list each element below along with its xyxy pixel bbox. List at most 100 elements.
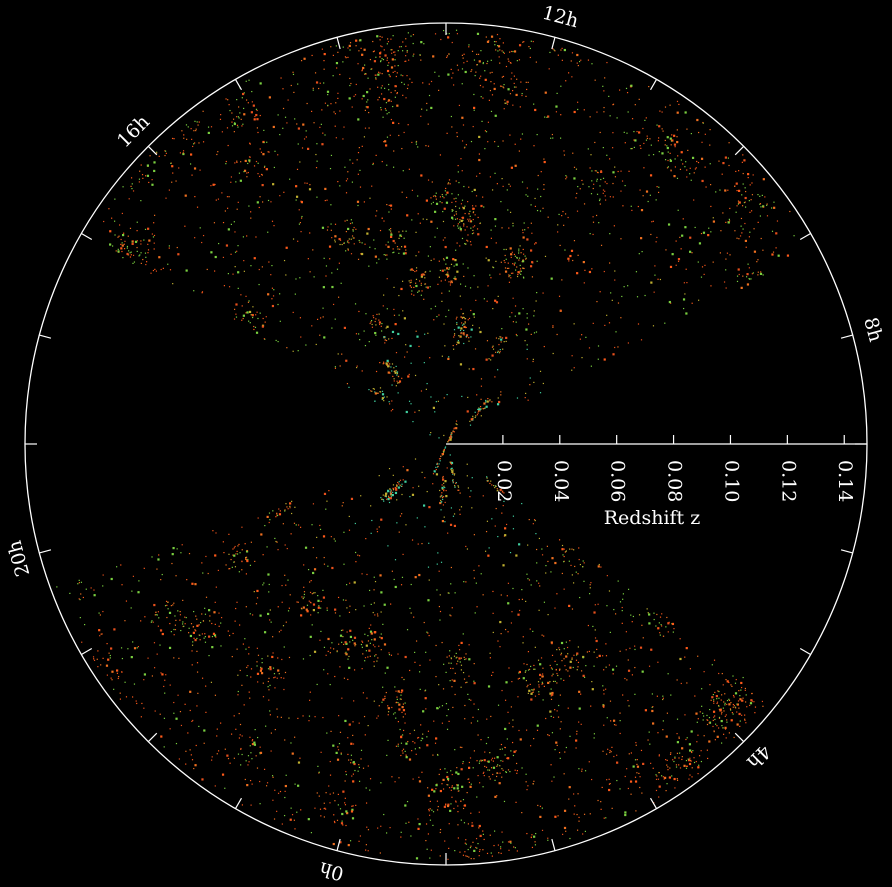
galaxy xyxy=(439,619,441,621)
galaxy xyxy=(100,664,102,666)
galaxy xyxy=(224,210,226,212)
galaxy xyxy=(453,198,455,200)
galaxy xyxy=(537,174,539,177)
galaxy xyxy=(497,351,499,354)
galaxy xyxy=(390,49,392,51)
galaxy xyxy=(503,108,505,110)
galaxy xyxy=(217,569,219,572)
galaxy xyxy=(285,274,287,276)
galaxy xyxy=(377,615,379,617)
galaxy xyxy=(263,631,267,634)
galaxy xyxy=(529,377,531,379)
galaxy xyxy=(379,323,381,326)
galaxy xyxy=(564,213,567,215)
galaxy xyxy=(675,264,677,266)
galaxy xyxy=(684,111,687,114)
galaxy xyxy=(276,708,278,710)
galaxy xyxy=(449,461,451,463)
galaxy xyxy=(452,344,454,347)
galaxy xyxy=(383,400,385,402)
galaxy xyxy=(444,480,447,483)
galaxy xyxy=(455,482,457,484)
galaxy xyxy=(442,477,444,479)
galaxy xyxy=(371,68,373,70)
galaxy xyxy=(575,168,578,170)
galaxy xyxy=(451,41,453,44)
galaxy xyxy=(555,105,558,108)
galaxy xyxy=(457,171,459,173)
galaxy xyxy=(473,750,475,752)
galaxy xyxy=(216,735,218,737)
galaxy xyxy=(345,810,348,813)
galaxy xyxy=(451,193,453,195)
galaxy xyxy=(386,203,388,206)
galaxy xyxy=(538,691,540,693)
galaxy xyxy=(575,197,577,199)
galaxy xyxy=(409,269,411,271)
galaxy xyxy=(448,32,450,35)
galaxy xyxy=(245,99,248,101)
galaxy xyxy=(140,252,142,254)
galaxy xyxy=(739,695,741,697)
galaxy xyxy=(357,118,360,121)
galaxy xyxy=(468,340,470,342)
galaxy xyxy=(558,213,560,216)
galaxy xyxy=(738,273,740,276)
galaxy xyxy=(401,483,403,485)
galaxy xyxy=(271,655,274,659)
galaxy xyxy=(140,164,142,166)
galaxy xyxy=(491,94,494,96)
galaxy xyxy=(606,575,608,577)
galaxy xyxy=(349,84,351,87)
galaxy xyxy=(457,837,459,839)
galaxy xyxy=(397,332,400,336)
galaxy xyxy=(592,322,594,324)
galaxy xyxy=(457,790,459,792)
galaxy xyxy=(614,176,617,178)
galaxy xyxy=(439,489,441,492)
galaxy xyxy=(259,669,263,672)
galaxy xyxy=(509,134,511,136)
galaxy xyxy=(236,601,238,603)
galaxy xyxy=(347,56,349,58)
galaxy xyxy=(267,655,269,657)
galaxy xyxy=(380,497,382,499)
galaxy xyxy=(448,847,450,849)
galaxy xyxy=(239,552,241,554)
galaxy xyxy=(750,278,752,280)
galaxy xyxy=(230,558,232,561)
galaxy xyxy=(490,480,492,482)
galaxy xyxy=(123,248,126,250)
galaxy xyxy=(603,693,605,695)
hour-tick xyxy=(39,549,52,554)
galaxy xyxy=(326,500,328,502)
galaxy xyxy=(471,822,473,824)
galaxy xyxy=(467,267,469,269)
galaxy xyxy=(410,35,412,37)
galaxy xyxy=(495,337,498,339)
galaxy xyxy=(183,137,185,139)
galaxy xyxy=(392,71,394,73)
galaxy xyxy=(362,66,365,70)
galaxy xyxy=(367,724,369,727)
galaxy xyxy=(482,830,484,832)
galaxy xyxy=(446,784,448,786)
galaxy xyxy=(131,241,133,243)
galaxy xyxy=(421,738,424,740)
galaxy xyxy=(294,506,296,508)
galaxy xyxy=(450,789,452,791)
galaxy xyxy=(253,257,256,260)
galaxy xyxy=(708,227,710,229)
galaxy xyxy=(151,556,153,558)
galaxy xyxy=(379,39,381,41)
galaxy xyxy=(439,201,441,203)
galaxy xyxy=(564,249,566,251)
galaxy xyxy=(292,350,294,352)
galaxy xyxy=(247,162,249,165)
galaxy xyxy=(468,337,470,339)
galaxy xyxy=(374,580,377,583)
galaxy xyxy=(388,401,390,403)
galaxy xyxy=(443,482,445,484)
galaxy xyxy=(571,608,574,610)
galaxy xyxy=(559,668,561,670)
